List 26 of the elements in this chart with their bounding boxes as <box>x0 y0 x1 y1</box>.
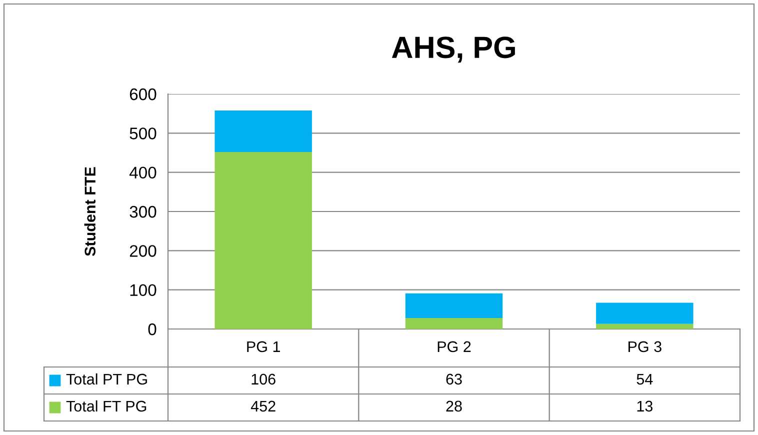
y-tick-label: 0 <box>148 323 156 336</box>
bar <box>596 302 694 324</box>
y-tick-label: 500 <box>130 128 156 140</box>
data-label: 106 <box>252 374 276 385</box>
data-label: 54 <box>636 374 653 385</box>
bar <box>405 318 503 329</box>
y-tick-label: 400 <box>129 166 156 179</box>
x-tick-label: PG 3 <box>628 341 662 352</box>
data-label: 63 <box>446 374 462 385</box>
legend-label: Total PT PG <box>66 373 147 385</box>
chart-title: AHS, PG <box>392 36 515 63</box>
bar <box>405 293 503 318</box>
data-label: 452 <box>250 400 276 412</box>
legend-label: Total FT PG <box>66 400 146 412</box>
bar <box>214 110 312 152</box>
y-tick-label: 200 <box>130 245 156 257</box>
y-tick-label: 300 <box>130 206 156 218</box>
y-tick-label: 600 <box>130 88 156 100</box>
y-tick-label: 100 <box>130 284 156 296</box>
data-label: 28 <box>446 400 462 412</box>
bar <box>214 152 312 329</box>
x-tick-label: PG 1 <box>247 341 280 352</box>
y-axis-title: Student FTE <box>84 167 96 256</box>
bar <box>596 324 694 329</box>
x-tick-label: PG 2 <box>438 341 471 352</box>
data-label: 13 <box>637 400 652 412</box>
